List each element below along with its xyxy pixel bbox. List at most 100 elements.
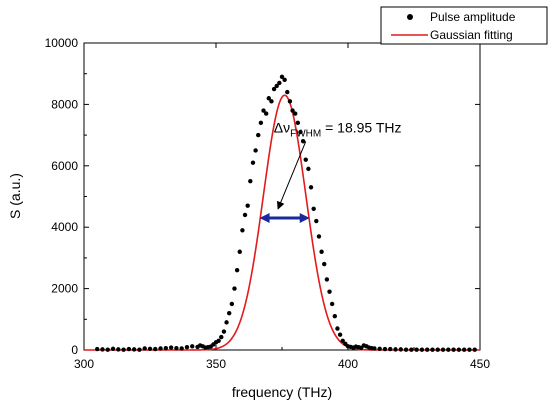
data-point [279,74,285,79]
data-point [300,139,306,144]
data-point [240,228,245,233]
data-point [467,347,472,352]
data-point [116,347,121,352]
data-point [306,166,311,172]
data-point [335,326,340,331]
legend-marker-pulse [407,14,413,20]
y-tick-label: 10000 [45,36,79,50]
y-axis-title: S (a.u.) [7,173,23,219]
data-point [184,345,190,350]
y-tick-label: 6000 [51,159,78,173]
data-point [295,120,301,126]
data-point [221,329,227,334]
data-point [261,108,266,113]
data-point [329,301,335,307]
data-point [456,347,462,352]
y-tick-label: 4000 [51,220,78,234]
legend-label-fit: Gaussian fitting [430,28,513,42]
data-point [110,346,116,351]
data-point [290,108,295,113]
data-point [285,89,290,95]
x-tick-label: 400 [338,357,358,371]
data-point [142,346,147,351]
data-point [472,347,477,352]
data-point [382,346,388,352]
data-point [174,345,179,351]
data-point [237,249,242,254]
data-point [271,86,277,92]
data-point [409,347,414,352]
data-point [263,111,269,116]
data-point [137,347,142,352]
data-point [158,346,163,351]
data-point [131,347,137,352]
data-point [372,346,377,351]
data-point [419,347,425,352]
data-point [229,301,235,307]
x-axis-title: frequency (THz) [232,384,332,400]
y-tick-label: 2000 [51,282,78,296]
x-tick-label: 300 [74,357,94,371]
data-point [398,347,403,352]
data-point [227,310,232,316]
legend-label-pulse: Pulse amplitude [430,10,516,24]
data-point [179,346,184,351]
data-point [190,344,195,349]
y-tick-label: 0 [71,343,78,357]
data-point [253,148,258,153]
data-point [451,347,456,352]
x-axis-ticks: 300 350 400 450 [74,43,490,371]
data-point [298,129,303,135]
data-point [293,111,298,116]
data-point [121,347,126,352]
data-point [322,261,327,267]
data-point [311,206,316,211]
data-point [425,347,430,352]
data-point [337,332,343,337]
data-point [332,314,337,319]
x-tick-label: 450 [470,357,490,371]
data-point [316,234,322,239]
data-point [340,338,345,343]
data-point [287,99,293,104]
data-point [126,346,132,352]
data-point [168,345,174,350]
data-point [440,347,446,352]
data-point [105,347,110,352]
data-point [308,185,314,190]
annotation-layer: ΔνFWHM = 18.95 THz [274,119,402,210]
fwhm-arrow-head-right [299,212,310,223]
data-point [414,347,419,352]
data-point [388,346,393,352]
data-point [234,267,240,273]
data-point [319,249,324,254]
data-point [430,347,435,352]
plot-frame [83,42,481,351]
data-point [266,96,271,101]
y-axis-ticks: 0 2000 4000 6000 8000 10000 [45,36,480,357]
data-point [163,345,169,351]
data-point [393,347,398,352]
data-point [242,212,248,218]
data-point [446,347,451,352]
data-point [250,160,256,165]
data-point [153,346,158,352]
fwhm-arrow-head-left [259,212,270,223]
data-point [282,77,287,83]
data-point [435,347,440,352]
annotation-arrow [277,141,307,210]
data-point [377,346,382,351]
legend-box [380,6,548,45]
data-point [216,338,221,343]
data-point [219,334,224,340]
data-point [245,203,250,208]
data-point [403,347,409,352]
fwhm-annotation-text: ΔνFWHM = 18.95 THz [274,119,402,139]
data-point [269,99,274,104]
fwhm-marker-layer [259,212,310,223]
x-tick-label: 350 [206,357,226,371]
data-point [303,157,308,162]
data-point [256,132,261,138]
legend: Pulse amplitude Gaussian fitting [380,6,548,45]
